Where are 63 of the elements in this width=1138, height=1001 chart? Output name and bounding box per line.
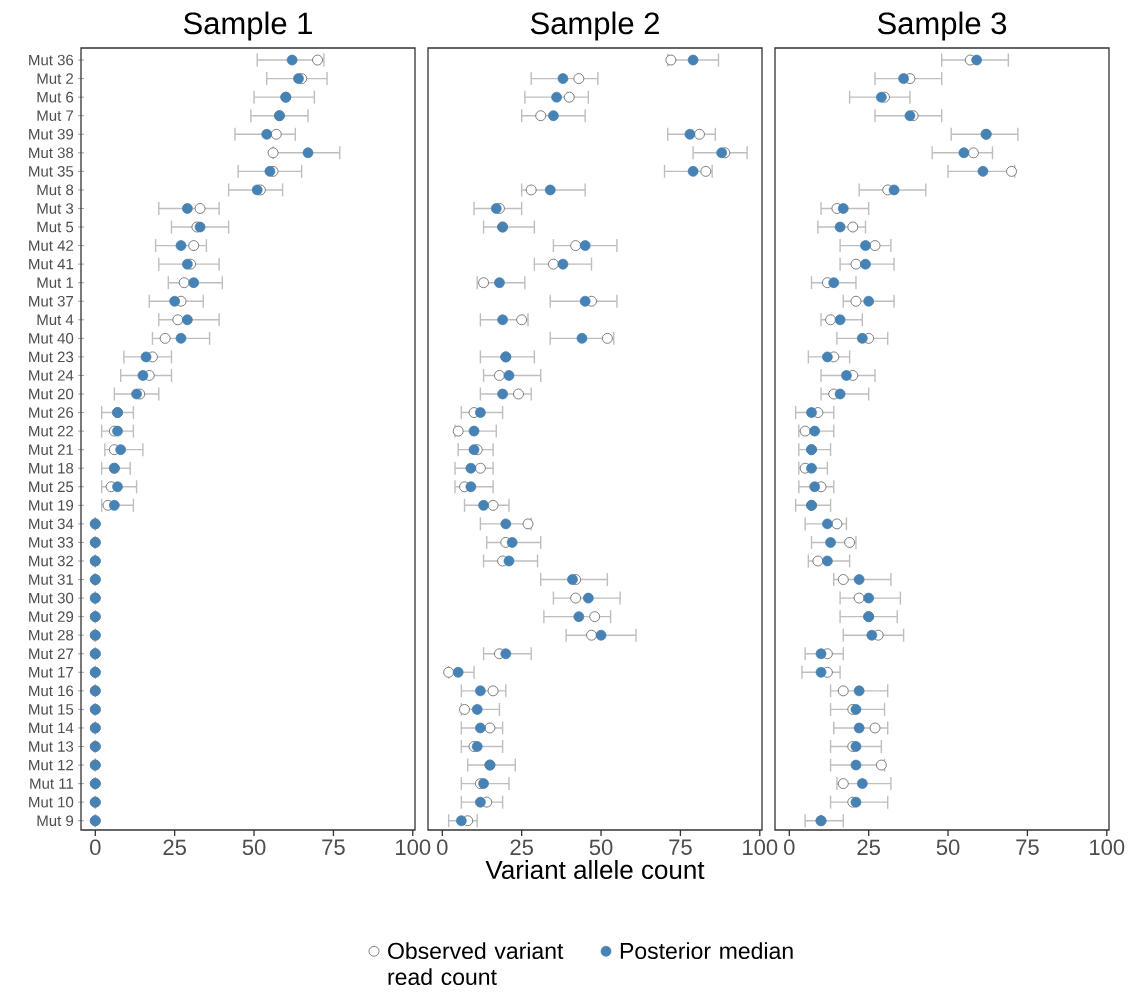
x-axis-title: Variant allele count: [485, 859, 705, 880]
y-tick-label: Mut 34: [29, 518, 74, 530]
y-tick-label: Mut 33: [29, 537, 74, 548]
y-tick-label: Mut 22: [29, 425, 74, 437]
y-tick-label: Mut 24: [29, 370, 74, 381]
y-tick-label: Mut 25: [29, 481, 74, 493]
y-tick-label: Mut 11: [30, 778, 74, 789]
y-tick-label: Mut 36: [29, 54, 74, 66]
y-tick-label: Mut 8: [37, 184, 74, 196]
y-tick-label: Mut 14: [29, 722, 74, 734]
y-tick-label: Mut 17: [29, 667, 74, 678]
y-tick-label: Mut 3: [37, 203, 74, 214]
x-tick-label: 100: [1090, 839, 1125, 856]
chart-title: Sample 1: [183, 11, 312, 41]
y-tick-label: Mut 27: [29, 648, 74, 660]
legend-label: Observed variant read count: [388, 942, 564, 986]
x-tick-label: 25: [163, 839, 186, 856]
y-tick-label: Mut 15: [29, 704, 74, 715]
x-tick-label: 100: [743, 839, 778, 856]
y-tick-label: Mut 31: [29, 574, 74, 585]
y-tick-label: Mut 37: [29, 295, 74, 307]
x-tick-label: 75: [669, 839, 692, 855]
legend-label: Posterior median: [620, 942, 793, 960]
y-tick-label: Mut 13: [29, 741, 74, 752]
y-tick-label: Mut 29: [29, 611, 74, 622]
x-tick-label: 0: [784, 839, 795, 856]
x-tick-label: 50: [936, 839, 960, 856]
x-tick-label: 50: [589, 839, 613, 856]
x-tick-label: 100: [396, 839, 431, 856]
x-tick-label: 25: [510, 839, 533, 856]
y-tick-label: Mut 9: [37, 815, 74, 827]
chart-title: Sample 2: [530, 11, 659, 41]
y-tick-label: Mut 19: [29, 500, 74, 511]
y-tick-label: Mut 21: [29, 444, 74, 455]
y-tick-label: Mut 41: [29, 258, 74, 270]
y-tick-label: Mut 20: [29, 388, 74, 400]
y-tick-label: Mut 40: [29, 333, 74, 344]
y-tick-label: Mut 1: [37, 277, 74, 288]
y-tick-label: Mut 4: [37, 314, 74, 326]
y-tick-label: Mut 39: [29, 128, 74, 140]
x-tick-label: 25: [857, 839, 880, 856]
y-tick-label: Mut 18: [29, 462, 74, 474]
y-tick-label: Mut 26: [29, 407, 74, 418]
y-tick-label: Mut 5: [37, 221, 74, 233]
y-tick-label: Mut 2: [37, 73, 74, 84]
x-tick-label: 50: [242, 839, 266, 856]
x-tick-label: 0: [90, 839, 101, 856]
y-tick-label: Mut 10: [29, 796, 74, 808]
x-tick-label: 75: [1016, 839, 1039, 855]
y-tick-label: Mut 35: [29, 166, 74, 177]
y-tick-label: Mut 6: [37, 91, 74, 103]
x-tick-label: 75: [322, 839, 345, 855]
y-tick-label: Mut 7: [37, 110, 74, 121]
y-tick-label: Mut 12: [29, 759, 74, 771]
y-tick-label: Mut 16: [29, 685, 74, 697]
y-tick-label: Mut 42: [29, 240, 74, 251]
x-tick-label: 0: [437, 839, 448, 856]
chart-title: Sample 3: [877, 11, 1007, 41]
y-tick-label: Mut 30: [29, 592, 74, 604]
y-tick-label: Mut 23: [29, 351, 74, 363]
y-tick-label: Mut 28: [29, 629, 74, 641]
y-tick-label: Mut 32: [29, 555, 74, 567]
y-tick-label: Mut 38: [29, 147, 74, 159]
